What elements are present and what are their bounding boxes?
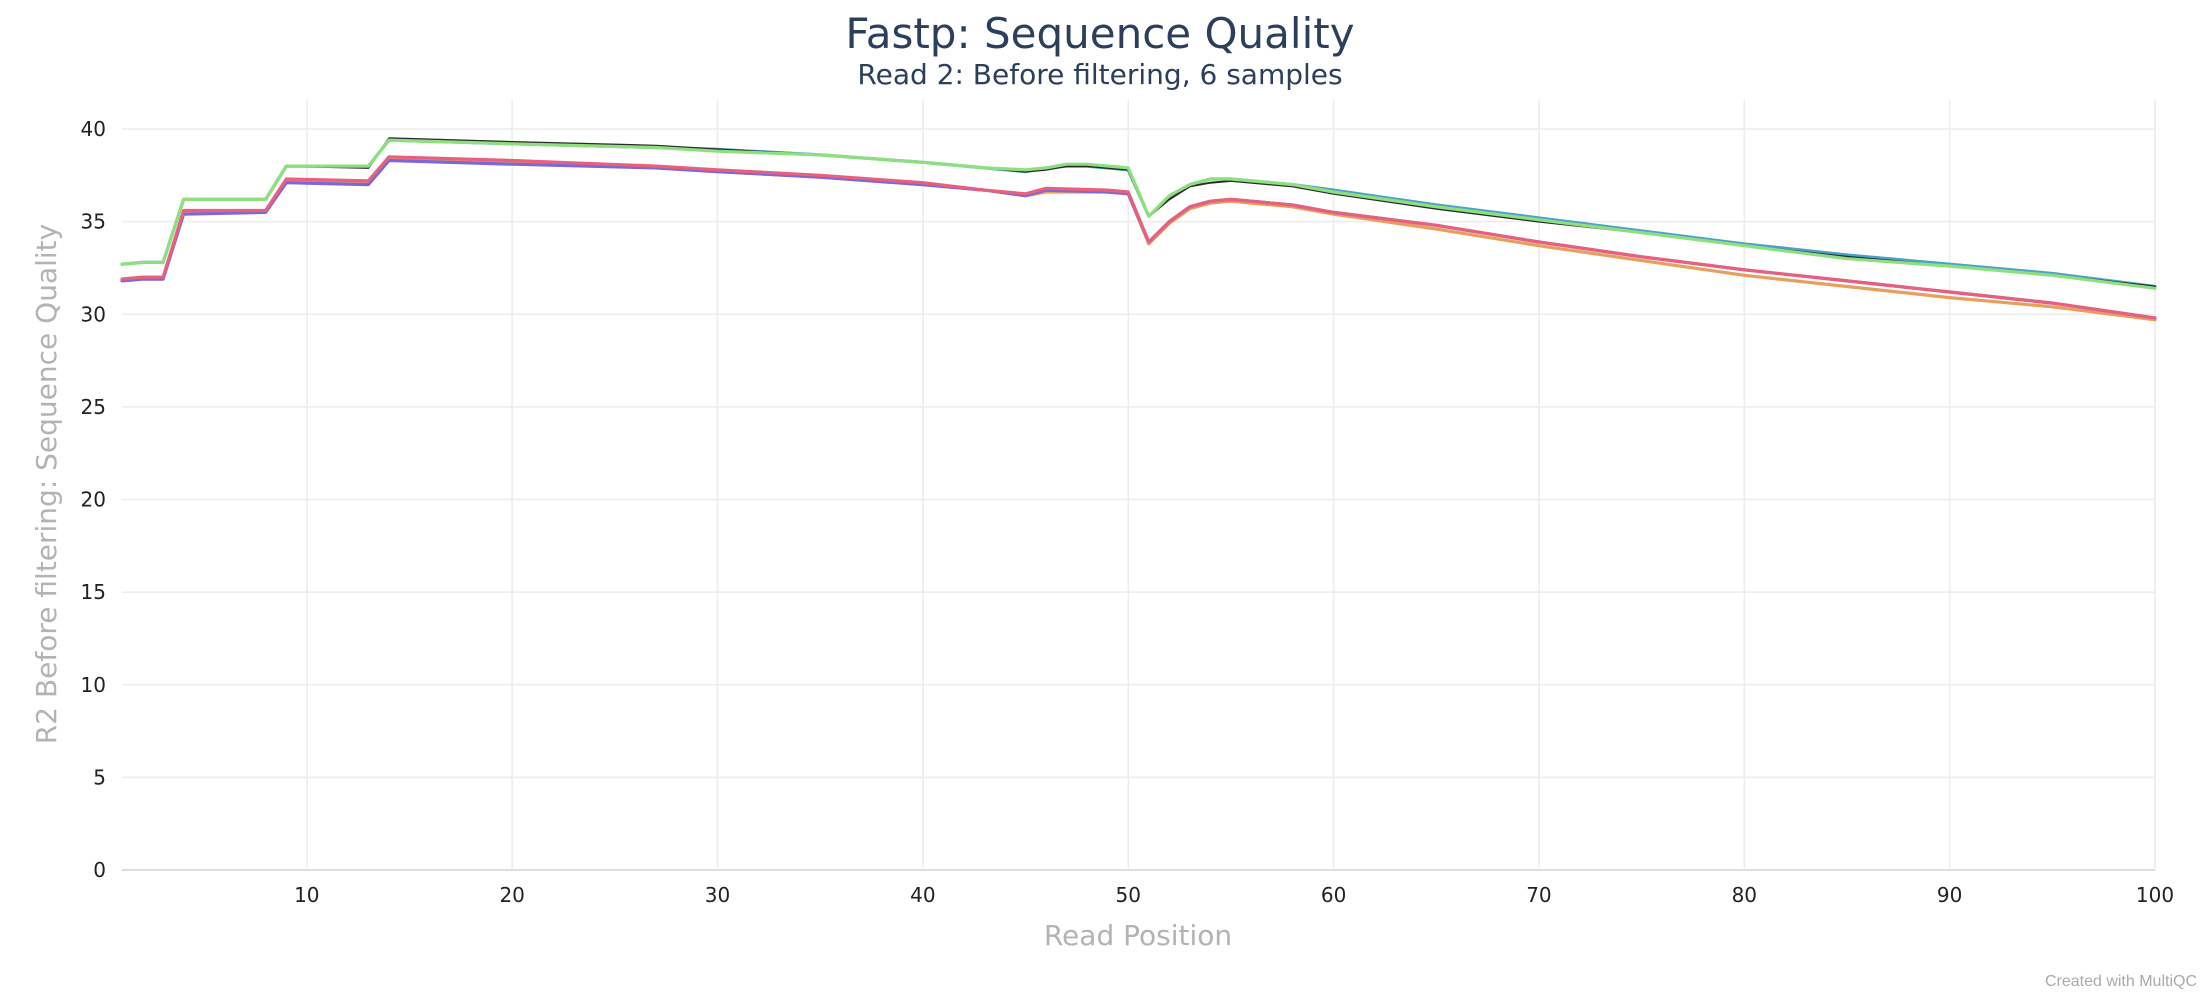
axes: 0 5 10 15 20 25 30 35 40 10 20 30 40 50 60 70 80 90 100 bbox=[81, 117, 2175, 907]
y-tick-label: 25 bbox=[81, 395, 106, 419]
y-tick-label: 0 bbox=[93, 858, 106, 882]
y-tick-label: 15 bbox=[81, 580, 106, 604]
x-tick-label: 50 bbox=[1116, 883, 1141, 907]
y-tick-label: 20 bbox=[81, 488, 106, 512]
x-tick-label: 40 bbox=[910, 883, 935, 907]
series-line-6[interactable] bbox=[120, 138, 2157, 290]
x-tick-label: 10 bbox=[294, 883, 319, 907]
y-tick-label: 10 bbox=[81, 673, 106, 697]
y-tick-label: 5 bbox=[93, 765, 106, 789]
series-lines bbox=[120, 137, 2157, 322]
y-tick-label: 35 bbox=[81, 210, 106, 234]
series-line-3[interactable] bbox=[120, 155, 2157, 320]
chart-subtitle: Read 2: Before filtering, 6 samples bbox=[857, 58, 1342, 91]
y-tick-label: 40 bbox=[81, 117, 106, 141]
x-tick-label: 30 bbox=[705, 883, 730, 907]
x-axis-label: Read Position bbox=[1044, 919, 1232, 952]
x-tick-label: 80 bbox=[1732, 883, 1757, 907]
chart-title: Fastp: Sequence Quality bbox=[845, 9, 1354, 58]
grid bbox=[122, 100, 2156, 871]
x-tick-label: 100 bbox=[2136, 883, 2174, 907]
x-tick-label: 90 bbox=[1937, 883, 1962, 907]
series-line-1[interactable] bbox=[120, 157, 2157, 322]
x-tick-label: 70 bbox=[1526, 883, 1551, 907]
x-tick-label: 60 bbox=[1321, 883, 1346, 907]
y-tick-label: 30 bbox=[81, 302, 106, 326]
x-tick-label: 20 bbox=[499, 883, 524, 907]
credit-text: Created with MultiQC bbox=[2045, 973, 2197, 990]
y-axis-label: R2 Before filtering: Sequence Quality bbox=[30, 224, 63, 744]
series-line-2[interactable] bbox=[120, 158, 2157, 320]
